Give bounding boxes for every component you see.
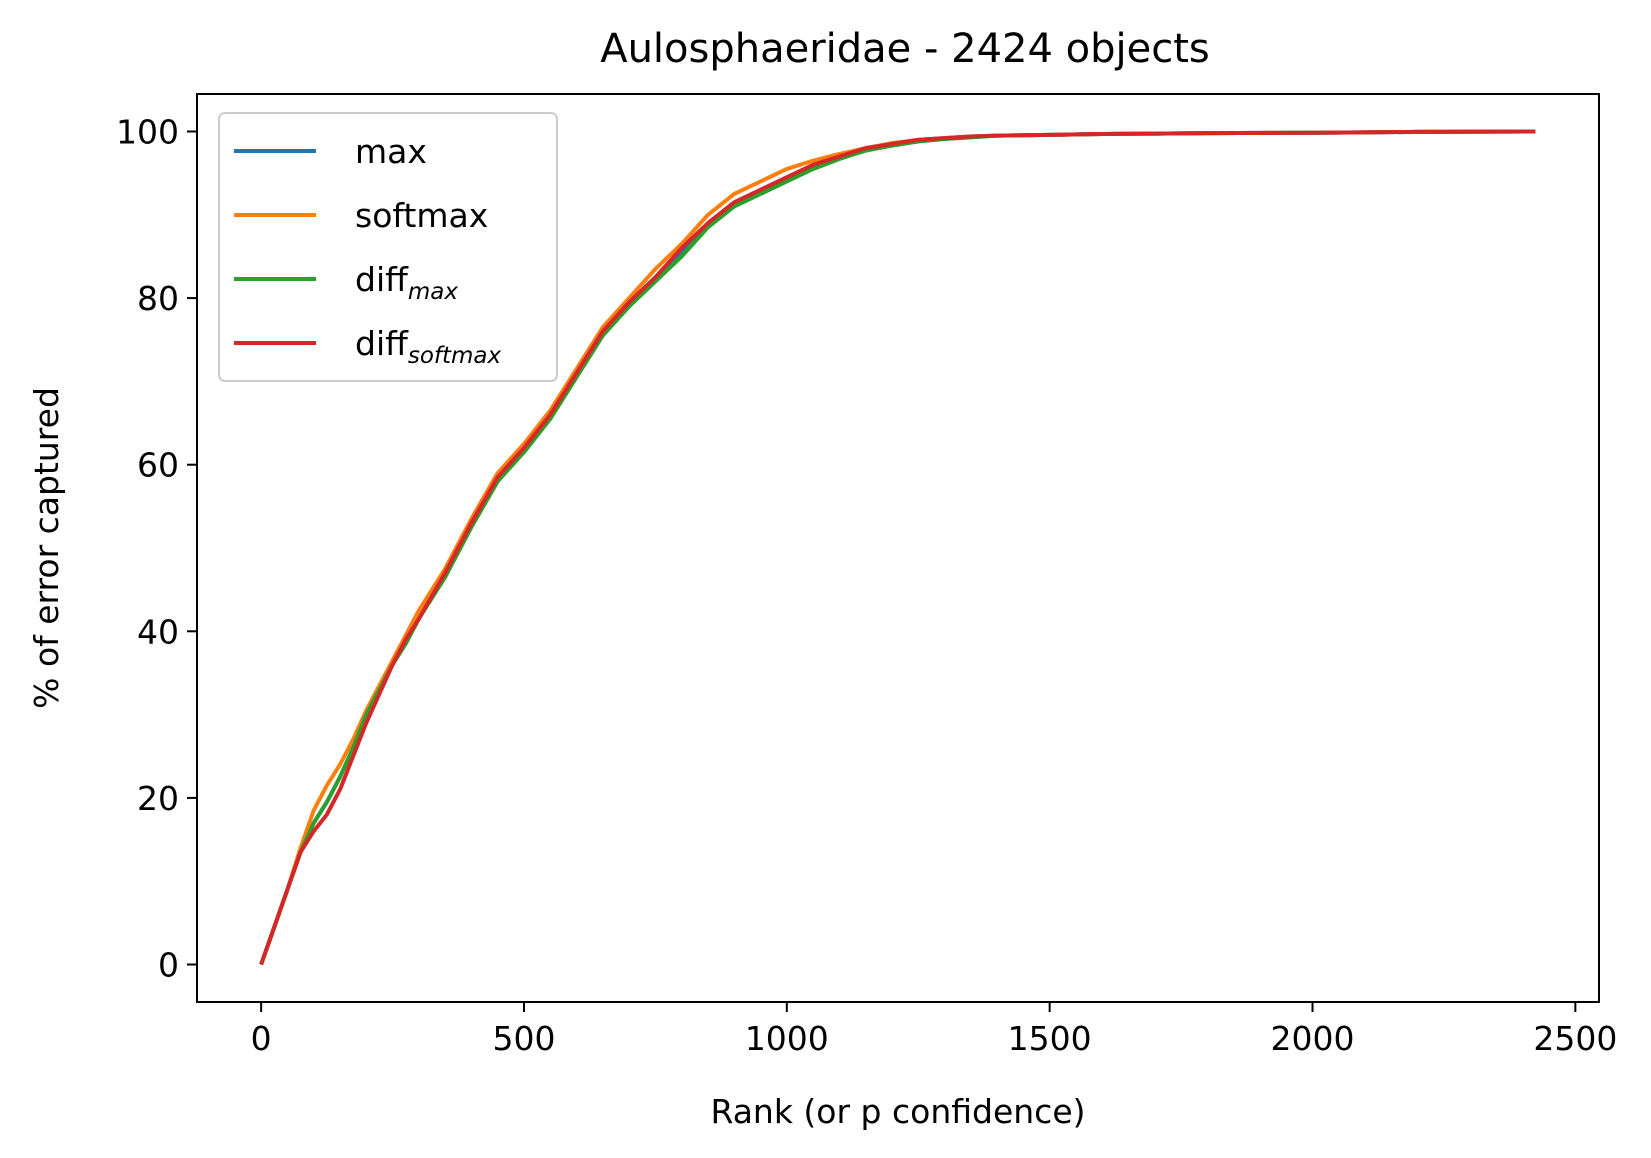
x-tick-label: 2500 <box>1533 1019 1617 1058</box>
x-tick-label: 1000 <box>745 1019 829 1058</box>
series-layer <box>259 129 1536 966</box>
y-tick-label: 80 <box>137 279 179 318</box>
legend-label-main: max <box>355 132 427 171</box>
x-axis: 0 500 1000 1500 2000 2500 <box>251 1002 1617 1058</box>
chart-title: Aulosphaeridae - 2424 objects <box>600 26 1210 72</box>
x-tick-label: 2000 <box>1271 1019 1355 1058</box>
series-line-diff-softmax <box>259 129 1536 966</box>
legend-label-main: softmax <box>355 196 488 235</box>
axes-frame <box>196 93 1600 1003</box>
x-tick-label: 0 <box>251 1019 272 1058</box>
y-tick-label: 40 <box>137 612 179 651</box>
legend-label-diff-max: diffmax <box>355 260 458 305</box>
legend-box <box>218 112 558 382</box>
y-axis-label: % of error captured <box>27 387 66 709</box>
y-axis: 0 20 40 60 80 100 <box>116 112 197 985</box>
y-tick-label: 20 <box>137 779 179 818</box>
y-tick-label: 100 <box>116 112 179 151</box>
x-axis-label: Rank (or p confidence) <box>710 1092 1085 1131</box>
legend-label-subscript: max <box>408 279 458 305</box>
y-tick-label: 0 <box>158 946 179 985</box>
legend-label-main: diff <box>355 260 409 299</box>
x-tick-label: 1500 <box>1008 1019 1092 1058</box>
legend-label-softmax: softmax <box>355 196 488 235</box>
legend-label-main: diff <box>355 324 409 363</box>
legend-label-diff-softmax: diffsoftmax <box>355 324 502 369</box>
legend-label-max: max <box>355 132 427 171</box>
x-tick-label: 500 <box>492 1019 555 1058</box>
y-tick-label: 60 <box>137 446 179 485</box>
legend-label-subscript: softmax <box>408 343 502 369</box>
